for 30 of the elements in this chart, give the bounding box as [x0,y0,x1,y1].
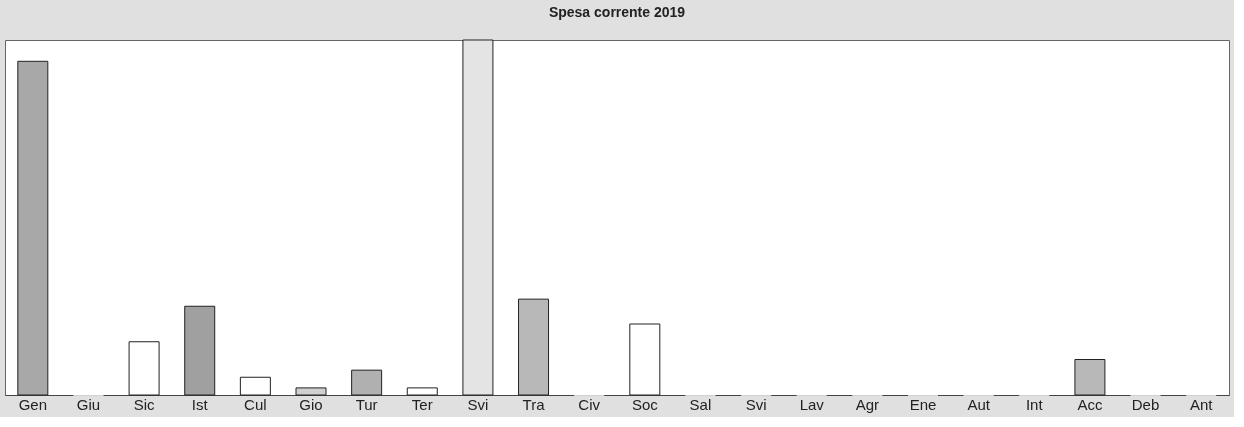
bar [17,60,49,396]
x-tick-label: Svi [745,395,767,413]
x-tick-label: Acc [1077,395,1103,413]
x-tick-label: Aut [967,395,991,413]
x-tick-label: Gio [299,395,323,413]
x-tick-label: Soc [631,395,659,413]
chart-title: Spesa corrente 2019 [548,3,686,20]
x-tick-label: Svi [467,395,489,413]
x-tick-label: Civ [578,395,601,413]
x-tick-label: Int [1025,395,1044,413]
x-tick-label: Lav [799,395,825,413]
bar [351,369,383,396]
x-tick-label: Giu [76,395,101,413]
x-tick-label: Ter [411,395,433,413]
x-tick-label: Ant [1189,395,1214,413]
x-tick-label: Deb [1131,395,1160,413]
x-tick-label: Gen [18,395,47,413]
x-tick-label: Sal [689,395,712,413]
x-tick-label: Sic [133,395,156,413]
x-tick-label: Ist [191,395,209,413]
x-tick-label: Ene [909,395,937,413]
bar [518,298,550,396]
x-tick-label: Agr [855,395,880,413]
x-tick-label: Tur [355,395,378,413]
bar [1074,359,1106,396]
bar [295,387,327,396]
bar [462,39,494,396]
x-tick-label: Tra [522,395,546,413]
x-tick-label: Cul [244,395,267,413]
bar [184,305,216,396]
